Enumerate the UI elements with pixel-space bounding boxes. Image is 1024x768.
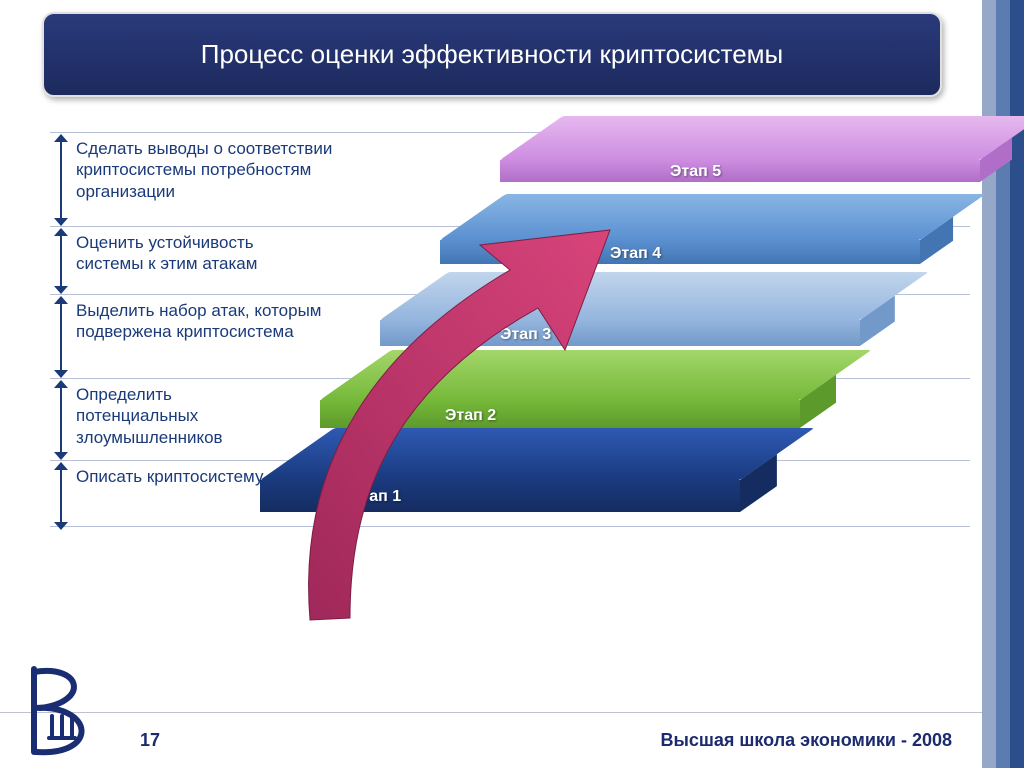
step-label: Этап 5: [670, 163, 721, 181]
hse-logo: [12, 654, 122, 764]
slide-footer: 17 Высшая школа экономики - 2008: [0, 712, 982, 768]
step-description: Описать криптосистему: [70, 462, 270, 491]
range-arrow-icon: [54, 134, 68, 226]
step-description: Выделить набор атак, которым подвержена …: [70, 296, 330, 347]
range-arrow-icon: [54, 228, 68, 294]
range-arrow-icon: [54, 380, 68, 460]
divider: [50, 526, 970, 527]
org-label: Высшая школа экономики - 2008: [661, 730, 953, 751]
range-arrow-icon: [54, 296, 68, 378]
step-label: Этап 4: [610, 245, 661, 263]
step-label: Этап 1: [350, 488, 401, 506]
page-number: 17: [140, 730, 160, 751]
slide-title: Процесс оценки эффективности криптосисте…: [42, 12, 942, 97]
slide-title-text: Процесс оценки эффективности криптосисте…: [201, 38, 783, 71]
step-description: Сделать выводы о соответствии криптосист…: [70, 134, 400, 206]
step-description: Определить потенциальных злоумышленников: [70, 380, 300, 452]
step-label: Этап 2: [445, 407, 496, 425]
steps-diagram: Этап 5 Этап 4 Этап 3 Этап 2 Этап 1 Описать к…: [50, 130, 970, 650]
step-description: Оценить устойчивость системы к этим атак…: [70, 228, 330, 279]
range-arrow-icon: [54, 462, 68, 530]
step-label: Этап 3: [500, 326, 551, 344]
